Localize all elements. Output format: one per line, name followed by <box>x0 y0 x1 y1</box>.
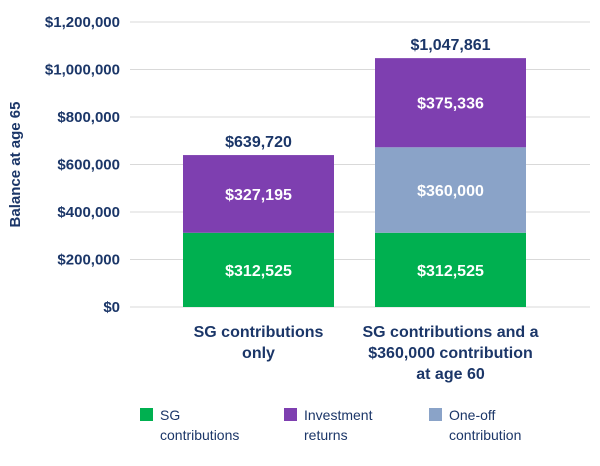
bar-total-label: $639,720 <box>225 134 292 151</box>
x-category-label: SG contributions and a <box>362 324 538 341</box>
x-category-label: SG contributions <box>194 324 324 341</box>
y-tick-label: $800,000 <box>57 109 120 126</box>
legend-label: One-off <box>449 407 496 423</box>
legend-label: contributions <box>160 427 239 443</box>
bar-segment <box>375 232 526 307</box>
y-tick-label: $1,200,000 <box>45 14 120 31</box>
legend-label: SG <box>160 407 180 423</box>
y-tick-label: $600,000 <box>57 157 120 174</box>
bar-segment-label: $360,000 <box>417 183 484 200</box>
bar-segment <box>183 155 334 233</box>
bar-total-label: $1,047,861 <box>410 37 490 54</box>
y-axis-title: Balance at age 65 <box>7 102 24 228</box>
x-category-label: at age 60 <box>416 366 485 383</box>
x-category-label: only <box>242 345 275 362</box>
y-tick-label: $200,000 <box>57 252 120 269</box>
bar-segment <box>183 232 334 307</box>
y-tick-label: $0 <box>103 299 120 316</box>
x-category-label: $360,000 contribution <box>368 345 533 362</box>
bar-segment-label: $327,195 <box>225 187 292 204</box>
legend-label: contribution <box>449 427 521 443</box>
legend-label: Investment <box>304 407 373 423</box>
bar-segment-label: $312,525 <box>225 263 292 280</box>
legend-swatch <box>140 408 153 421</box>
bar-segment <box>375 147 526 233</box>
bar-segment-label: $312,525 <box>417 263 484 280</box>
bar-segment <box>375 58 526 148</box>
legend-swatch <box>284 408 297 421</box>
bar-segment-label: $375,336 <box>417 96 484 113</box>
y-tick-label: $400,000 <box>57 204 120 221</box>
legend-swatch <box>429 408 442 421</box>
y-tick-label: $1,000,000 <box>45 62 120 79</box>
legend-label: returns <box>304 427 348 443</box>
